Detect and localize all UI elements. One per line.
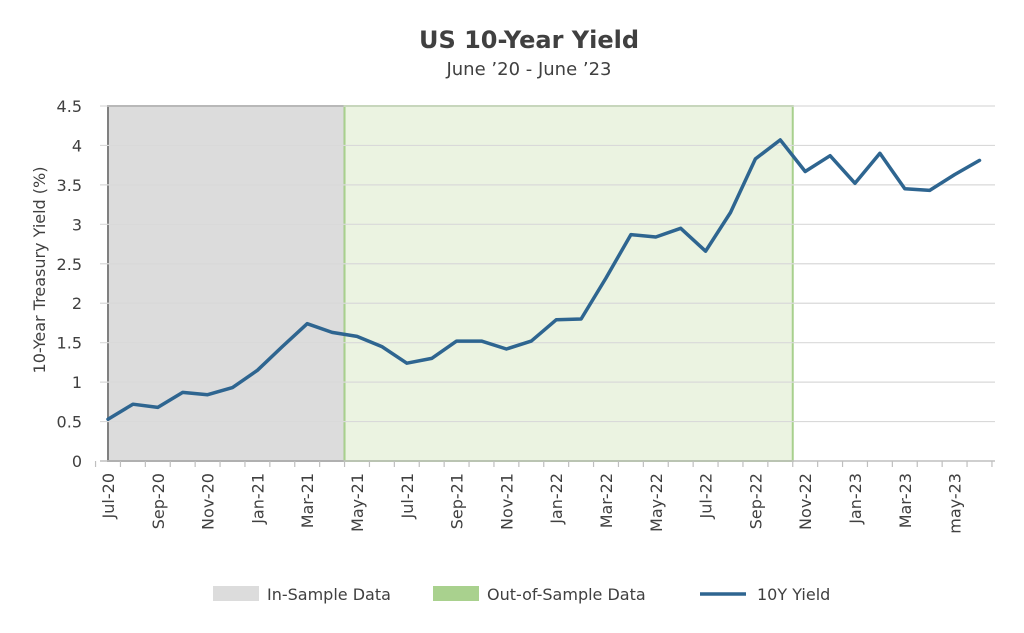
y-tick-labels: 0 0.5 1 1.5 2 2.5 3 3.5 4 4.5: [57, 97, 82, 471]
legend: In-Sample Data Out-of-Sample Data 10Y Yiel…: [213, 585, 830, 604]
x-tick-label: Jan-22: [547, 473, 566, 525]
x-tick-label: Nov-20: [199, 473, 218, 530]
x-tick-label: Jul-20: [99, 473, 118, 519]
x-tick-label: Sep-22: [746, 473, 765, 529]
x-tick-label: Jan-21: [248, 473, 267, 525]
y-tick-label: 1.5: [57, 334, 82, 353]
y-tick-label: 3: [72, 215, 82, 234]
x-tick-label: Jan-23: [846, 473, 865, 525]
series-lines: [106, 138, 982, 421]
x-tick-label: may-23: [946, 473, 965, 534]
y-tick-label: 4: [72, 136, 82, 155]
axes: [94, 460, 995, 467]
legend-swatch-0: [213, 586, 259, 601]
x-tick-label: May-21: [348, 473, 367, 532]
shaded-regions: [107, 105, 794, 462]
x-tick-label: May-22: [647, 473, 666, 532]
series-line-10y-yield: [106, 138, 982, 421]
x-tick-label: Jul-21: [398, 473, 417, 519]
legend-label-1: Out-of-Sample Data: [487, 585, 646, 604]
x-tick-labels: Jul-20 Sep-20 Nov-20 Jan-21 Mar-21 May-21 Jul-…: [99, 473, 965, 534]
chart-title: US 10-Year Yield: [419, 26, 639, 54]
legend-label-2: 10Y Yield: [757, 585, 830, 604]
region-0: [107, 105, 346, 462]
gridlines: [100, 105, 995, 423]
y-tick-label: 2.5: [57, 255, 82, 274]
y-tick-label: 0.5: [57, 413, 82, 432]
chart-subtitle: June ’20 - June ’23: [445, 59, 611, 80]
legend-label-0: In-Sample Data: [267, 585, 391, 604]
x-tick-label: Sep-21: [448, 473, 467, 529]
y-tick-label: 3.5: [57, 176, 82, 195]
x-tick-label: Mar-23: [896, 473, 915, 528]
x-tick-label: Nov-21: [497, 473, 516, 530]
y-tick-label: 1: [72, 373, 82, 392]
region-1: [343, 105, 794, 462]
y-tick-label: 2: [72, 294, 82, 313]
x-tick-label: Sep-20: [149, 473, 168, 529]
x-tick-label: Jul-22: [697, 473, 716, 519]
y-axis-title: 10-Year Treasury Yield (%): [30, 167, 49, 374]
x-tick-label: Nov-22: [796, 473, 815, 530]
y-tick-label: 4.5: [57, 97, 82, 116]
x-tick-label: Mar-21: [298, 473, 317, 528]
y-tick-label: 0: [72, 452, 82, 471]
x-tick-label: Mar-22: [597, 473, 616, 528]
legend-swatch-1: [433, 586, 479, 601]
